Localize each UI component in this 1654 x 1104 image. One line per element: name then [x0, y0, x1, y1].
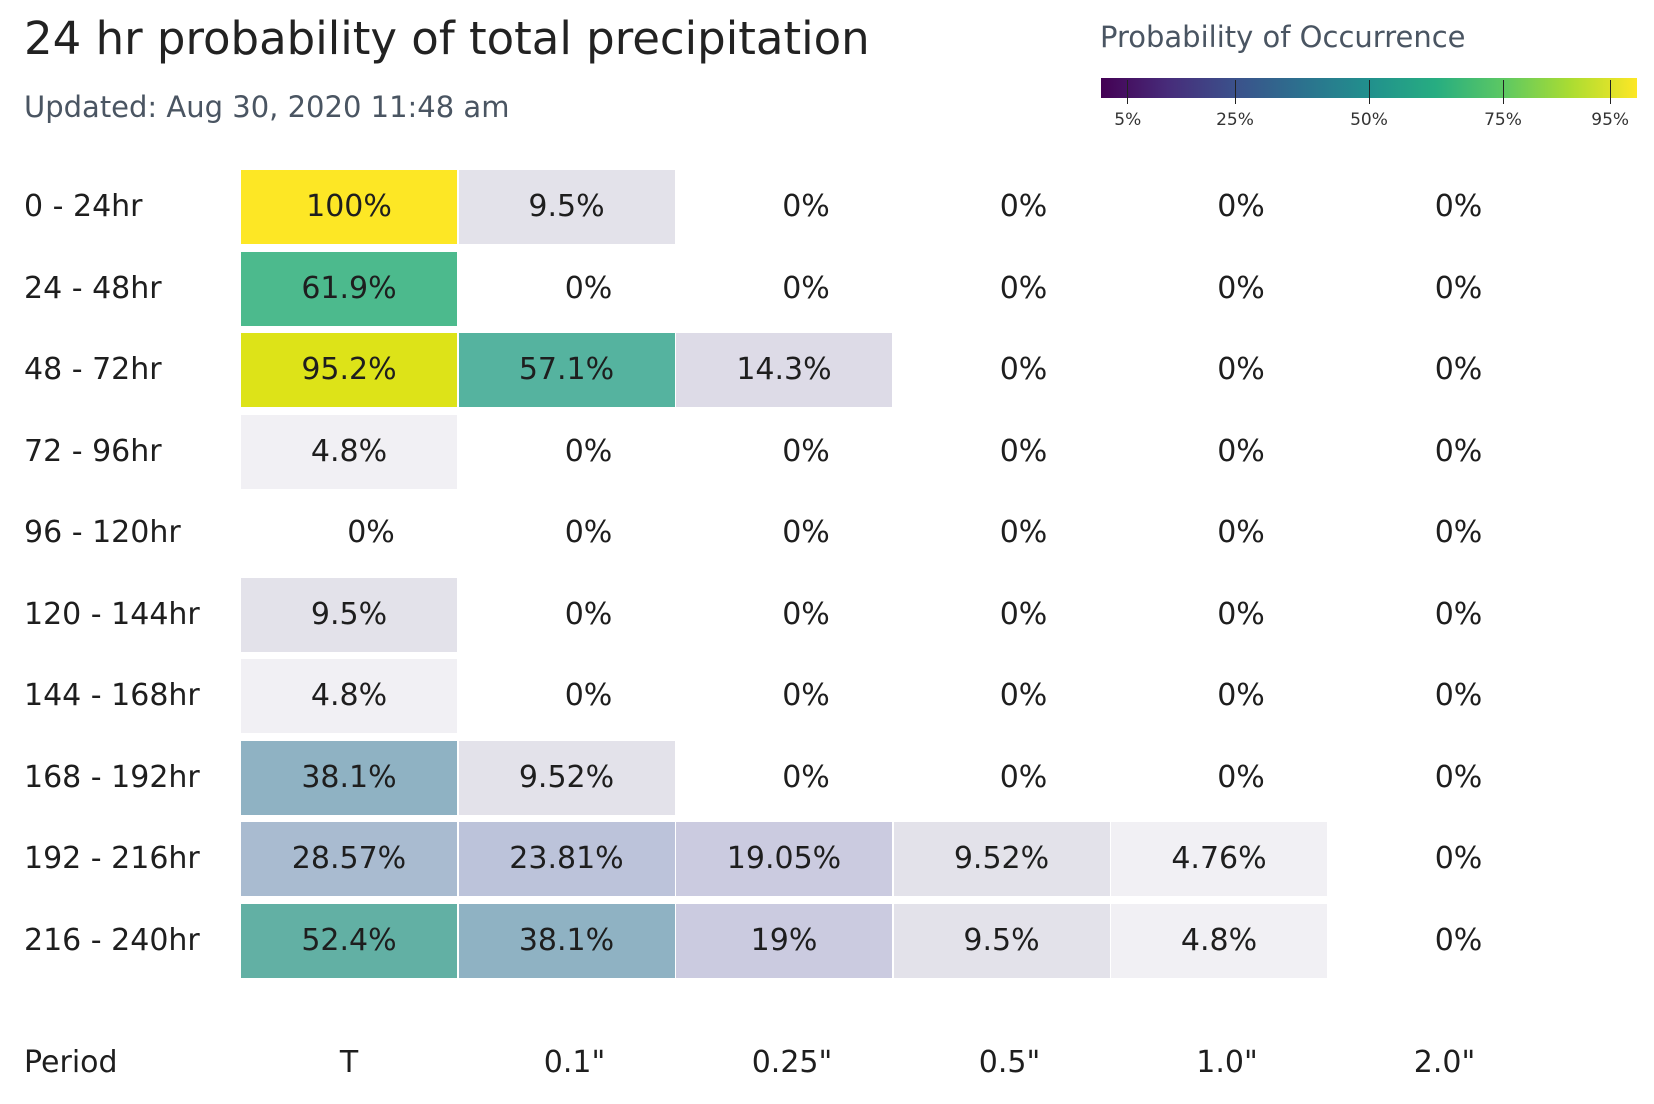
heatmap-cell: 0%: [782, 433, 830, 469]
heatmap-cell: 0%: [564, 678, 613, 713]
row-label: 144 - 168hr: [24, 678, 200, 713]
heatmap-cell: 61.9%: [241, 251, 457, 326]
heatmap-cell: 0%: [782, 678, 830, 713]
heatmap-cell: 4.8%: [1111, 903, 1327, 978]
heatmap-cell: 4.76%: [1111, 822, 1327, 896]
heatmap-cell: 0%: [347, 515, 395, 550]
heatmap-cell: 0%: [999, 596, 1048, 632]
legend-tick: [1127, 80, 1129, 104]
heatmap-cell: 0%: [999, 352, 1048, 387]
heatmap-cell: 0%: [999, 515, 1048, 550]
heatmap-cell: 0%: [564, 433, 613, 469]
heatmap-cell: 0%: [999, 678, 1048, 713]
row-label: 72 - 96hr: [24, 433, 162, 469]
row-axis-label: Period: [24, 1045, 118, 1080]
heatmap-cell: 9.52%: [893, 822, 1110, 896]
heatmap-cell: 38.1%: [241, 740, 457, 815]
heatmap-cell: 4.8%: [241, 414, 457, 489]
row-label: 24 - 48hr: [24, 270, 162, 306]
heatmap-cell: 0%: [999, 759, 1048, 795]
heatmap-cell: 0%: [1434, 189, 1483, 224]
legend-tick-label: 95%: [1591, 110, 1630, 130]
legend-tick: [1609, 80, 1611, 104]
heatmap-cell: 0%: [1217, 270, 1265, 306]
heatmap-cell: 19%: [676, 903, 892, 978]
heatmap-cell: 9.52%: [458, 740, 675, 815]
heatmap-cell: 0%: [1217, 596, 1265, 632]
row-label: 120 - 144hr: [24, 596, 200, 632]
chart-title: 24 hr probability of total precipitation: [24, 12, 870, 65]
heatmap-cell: 0%: [1434, 433, 1483, 469]
row-label: 48 - 72hr: [24, 352, 162, 387]
legend-tick: [1234, 80, 1236, 104]
row-label: 168 - 192hr: [24, 759, 200, 795]
legend-tick-label: 50%: [1350, 110, 1388, 130]
heatmap-cell: 28.57%: [241, 822, 457, 896]
heatmap-cell: 23.81%: [458, 822, 675, 896]
heatmap-cell: 0%: [999, 189, 1048, 224]
heatmap-cell: 0%: [1434, 352, 1483, 387]
column-label: 0.5": [978, 1045, 1041, 1080]
heatmap-cell: 0%: [782, 270, 830, 306]
heatmap-cell: 52.4%: [241, 903, 457, 978]
legend-tick: [1368, 80, 1370, 104]
heatmap-cell: 95.2%: [241, 333, 457, 407]
legend-tick-label: 75%: [1484, 110, 1522, 130]
updated-timestamp: Updated: Aug 30, 2020 11:48 am: [24, 90, 510, 124]
column-label: 2.0": [1413, 1045, 1476, 1080]
heatmap-cell: 14.3%: [676, 333, 892, 407]
heatmap-cell: 0%: [782, 596, 830, 632]
column-label: 0.25": [751, 1045, 833, 1080]
heatmap-cell: 0%: [782, 759, 830, 795]
row-label: 192 - 216hr: [24, 841, 200, 876]
heatmap-cell: 19.05%: [676, 822, 892, 896]
row-label: 0 - 24hr: [24, 189, 143, 224]
row-label: 216 - 240hr: [24, 922, 200, 958]
heatmap-cell: 0%: [782, 515, 830, 550]
heatmap-cell: 0%: [564, 596, 613, 632]
heatmap-cell: 0%: [999, 270, 1048, 306]
heatmap-cell: 0%: [1217, 433, 1265, 469]
heatmap-cell: 9.5%: [458, 170, 675, 244]
heatmap-cell: 4.8%: [241, 659, 457, 733]
row-label: 96 - 120hr: [24, 515, 181, 550]
heatmap-cell: 0%: [1434, 596, 1483, 632]
heatmap-cell: 0%: [1434, 841, 1483, 876]
column-label: T: [339, 1045, 359, 1080]
heatmap-cell: 0%: [1217, 759, 1265, 795]
column-label: 1.0": [1196, 1045, 1258, 1080]
legend-tick-label: 25%: [1216, 110, 1254, 130]
heatmap-cell: 38.1%: [458, 903, 675, 978]
heatmap-cell: 0%: [1217, 189, 1265, 224]
heatmap-cell: 57.1%: [458, 333, 675, 407]
heatmap-cell: 0%: [1434, 270, 1483, 306]
column-label: 0.1": [543, 1045, 606, 1080]
legend-tick-label: 5%: [1114, 110, 1142, 130]
heatmap-cell: 0%: [1434, 922, 1483, 958]
heatmap-cell: 0%: [1217, 352, 1265, 387]
heatmap-cell: 0%: [999, 433, 1048, 469]
heatmap-cell: 0%: [1434, 759, 1483, 795]
heatmap-cell: 0%: [1434, 515, 1483, 550]
heatmap-cell: 0%: [564, 515, 613, 550]
legend-tick: [1502, 80, 1504, 104]
heatmap-cell: 9.5%: [241, 577, 457, 652]
heatmap-cell: 0%: [564, 270, 613, 306]
heatmap-cell: 0%: [1434, 678, 1483, 713]
legend-title: Probability of Occurrence: [1100, 20, 1466, 54]
heatmap-cell: 9.5%: [893, 903, 1110, 978]
heatmap-cell: 0%: [782, 189, 830, 224]
heatmap-cell: 0%: [1217, 515, 1265, 550]
heatmap-cell: 100%: [241, 170, 457, 244]
heatmap-cell: 0%: [1217, 678, 1265, 713]
